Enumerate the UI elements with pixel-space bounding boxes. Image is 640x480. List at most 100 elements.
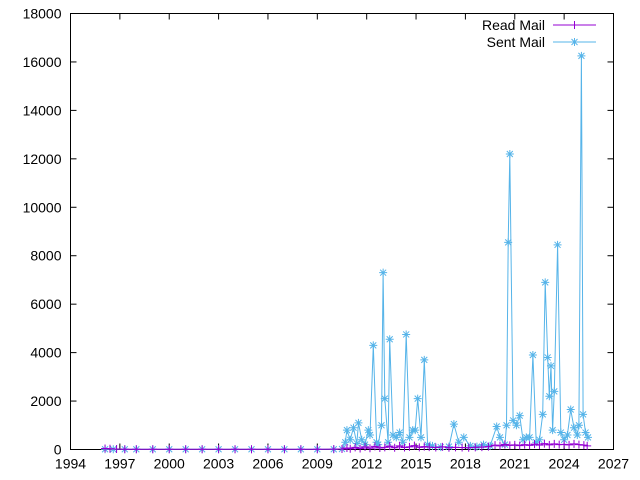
data-point [538, 410, 547, 419]
data-point [231, 445, 240, 454]
data-point [214, 445, 223, 454]
data-point [579, 441, 588, 450]
data-point [385, 335, 394, 344]
data-point [380, 394, 389, 403]
data-point [405, 442, 414, 451]
data-point [535, 441, 544, 450]
x-tick-label: 2012 [351, 456, 382, 472]
data-point [389, 430, 398, 439]
data-point [550, 387, 559, 396]
data-point [342, 426, 351, 435]
data-point [548, 426, 557, 435]
x-tick-label: 1997 [104, 456, 135, 472]
data-point [372, 438, 381, 447]
data-point [556, 428, 565, 437]
data-point [364, 426, 373, 435]
legend-marker-sent-mail [570, 38, 579, 46]
data-point [428, 441, 437, 450]
data-point [553, 240, 562, 249]
data-point [361, 442, 370, 451]
data-point [380, 443, 389, 452]
data-point [365, 444, 374, 453]
data-point [365, 430, 374, 439]
data-point [148, 445, 157, 454]
data-point [500, 440, 509, 449]
data-point [247, 445, 256, 454]
data-point [395, 428, 404, 437]
y-tick-label: 12000 [23, 151, 62, 167]
data-point [577, 51, 586, 60]
data-point [398, 438, 407, 447]
data-point [570, 439, 579, 448]
x-tick-label: 2003 [203, 456, 234, 472]
data-point [519, 435, 527, 444]
data-point [390, 443, 399, 452]
data-point [491, 441, 500, 450]
data-point [583, 433, 592, 442]
data-point [329, 445, 338, 454]
x-tick-label: 2024 [549, 456, 580, 472]
data-point [413, 394, 422, 403]
data-point [405, 433, 414, 442]
data-point [454, 438, 463, 447]
x-tick-label: 1994 [55, 456, 86, 472]
data-point [280, 445, 289, 454]
data-point [472, 442, 481, 451]
data-point [492, 422, 501, 431]
data-point [540, 439, 549, 448]
data-point [515, 411, 524, 420]
y-tick-label: 6000 [30, 296, 61, 312]
data-point [466, 441, 475, 450]
data-point [504, 238, 513, 247]
data-point [346, 435, 355, 444]
data-point [354, 418, 363, 427]
data-point [357, 435, 366, 444]
data-point [528, 351, 537, 360]
data-point [120, 445, 129, 454]
y-tick-label: 16000 [23, 54, 62, 70]
data-point [502, 421, 511, 430]
x-tick-label: 2009 [302, 456, 333, 472]
data-point [402, 330, 411, 339]
x-tick-label: 2000 [154, 456, 185, 472]
y-tick-label: 18000 [23, 6, 62, 22]
data-point [351, 443, 360, 452]
data-point [583, 441, 592, 450]
legend-label-sent-mail: Sent Mail [487, 34, 545, 50]
data-point [479, 440, 488, 449]
data-point [574, 421, 583, 430]
data-point [550, 439, 559, 448]
x-tick-label: 2015 [400, 456, 431, 472]
data-point [370, 442, 379, 451]
x-tick-label: 2006 [252, 456, 283, 472]
data-point [431, 443, 440, 452]
data-point [545, 392, 554, 401]
data-point [411, 426, 420, 435]
data-point [495, 433, 504, 442]
data-point [581, 428, 590, 437]
y-tick-label: 4000 [30, 345, 61, 361]
x-tick-label: 2021 [499, 456, 530, 472]
data-point [570, 423, 579, 432]
data-point [530, 440, 539, 449]
y-tick-label: 14000 [23, 102, 62, 118]
data-point [543, 353, 552, 362]
data-point [415, 443, 424, 452]
data-point [296, 445, 305, 454]
data-point [545, 440, 554, 449]
data-point [566, 405, 575, 414]
legend-label-read-mail: Read Mail [482, 17, 545, 33]
data-point [525, 441, 534, 450]
axes: 0 2000 4000 6000 8000 10000 12000 14000 16000 180… [23, 6, 630, 472]
y-tick-label: 8000 [30, 248, 61, 264]
data-point [181, 445, 190, 454]
data-point [535, 435, 544, 444]
data-point [392, 433, 401, 442]
y-tick-label: 0 [54, 442, 62, 458]
data-point [374, 440, 383, 449]
data-point [546, 361, 555, 370]
data-point [510, 440, 519, 449]
data-point [541, 278, 550, 287]
data-point [509, 416, 518, 425]
